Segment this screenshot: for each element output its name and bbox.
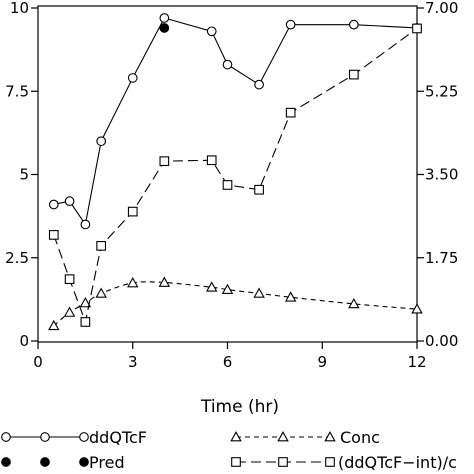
data-point (127, 206, 138, 217)
series-2 (48, 276, 423, 331)
data-point (254, 79, 264, 90)
series-line (53, 281, 418, 327)
data-point (348, 297, 360, 309)
x-tick-label: 0 (33, 353, 43, 371)
left-y-tick-label: 7.5 (5, 82, 29, 100)
series-line (53, 17, 418, 226)
legend-label-ddqtcf: ddQTcF (89, 428, 147, 447)
data-point (285, 107, 296, 118)
data-point (159, 156, 170, 167)
data-point (96, 241, 107, 251)
data-point (411, 303, 423, 314)
legend-item-pred: Pred (1, 453, 125, 472)
data-point (285, 19, 296, 30)
right-y-tick-label: 3.50 (425, 166, 458, 184)
series-line (53, 28, 418, 324)
legend-marker (40, 432, 50, 442)
data-point (412, 23, 422, 34)
data-point (222, 59, 233, 70)
right-y-tick-label: 5.25 (425, 82, 458, 100)
data-point (63, 306, 76, 317)
legend: ddQTcF Pred Conc (ddQTcF−int)/c (1, 428, 457, 472)
series-layer (48, 13, 423, 331)
legend-item-ratio: (ddQTcF−int)/c (231, 453, 457, 472)
data-point (79, 297, 92, 308)
data-point (48, 319, 60, 331)
data-point (80, 317, 91, 327)
data-point (127, 73, 138, 83)
left-y-axis: 0 2.5 5 7.5 10 (5, 0, 38, 350)
legend-marker (79, 432, 89, 442)
right-y-tick-label: 7.00 (425, 0, 458, 17)
data-point (222, 180, 233, 190)
legend-marker (40, 457, 50, 467)
data-point (158, 276, 171, 287)
data-point (64, 274, 75, 285)
x-tick-label: 6 (223, 353, 233, 371)
x-tick-label: 3 (128, 353, 138, 371)
left-y-tick-label: 0 (19, 332, 29, 350)
data-point (48, 199, 59, 210)
left-y-tick-label: 5 (19, 166, 29, 184)
legend-label-conc: Conc (340, 428, 380, 447)
x-axis: 0 3 6 9 12 (33, 342, 427, 371)
series-0 (48, 13, 422, 230)
legend-marker (230, 431, 242, 442)
data-point (206, 155, 217, 166)
series-3 (48, 23, 422, 327)
data-point (205, 281, 218, 292)
left-y-tick-label: 2.5 (5, 249, 29, 267)
data-point (127, 277, 139, 288)
legend-item-conc: Conc (230, 428, 380, 447)
data-point (64, 196, 75, 206)
legend-item-ddqtcf: ddQTcF (1, 428, 147, 447)
right-y-tick-label: 0.00 (425, 332, 458, 350)
legend-marker (324, 431, 336, 442)
data-point (96, 136, 107, 147)
data-point (159, 23, 170, 33)
right-y-tick-label: 1.75 (425, 249, 458, 267)
data-point (254, 184, 264, 195)
legend-marker (231, 457, 241, 467)
legend-marker (325, 457, 335, 467)
legend-label-pred: Pred (89, 453, 125, 472)
legend-label-ratio: (ddQTcF−int)/c (338, 453, 457, 472)
data-point (284, 291, 297, 302)
data-point (48, 230, 59, 240)
x-axis-title: Time (hr) (200, 397, 279, 417)
data-point (348, 69, 359, 80)
legend-marker (278, 457, 288, 467)
x-tick-label: 9 (317, 353, 327, 371)
legend-marker (277, 431, 289, 442)
x-tick-label: 12 (407, 353, 426, 371)
left-y-tick-label: 10 (10, 0, 29, 17)
data-point (206, 26, 217, 37)
data-point (95, 287, 107, 298)
data-point (221, 283, 234, 294)
right-y-axis: 0.00 1.75 3.50 5.25 7.00 (417, 0, 458, 350)
legend-marker (1, 457, 11, 467)
data-point (159, 13, 170, 23)
series-1 (159, 23, 170, 33)
data-point (80, 219, 91, 230)
legend-marker (79, 457, 89, 467)
legend-marker (1, 432, 11, 442)
data-point (253, 287, 265, 298)
data-point (348, 19, 359, 30)
